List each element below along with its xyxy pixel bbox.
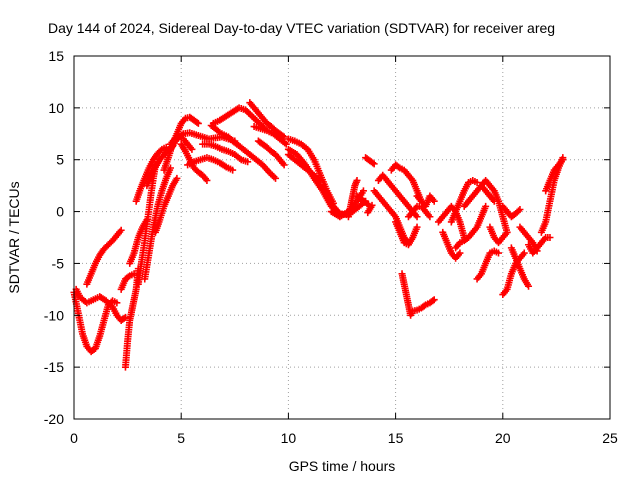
data-point [156,147,164,155]
series-arc-x [254,137,288,169]
data-point [124,273,132,281]
series-arc-aq [447,176,481,226]
data-point [495,249,503,257]
data-point [272,174,280,182]
x-tick-label: 20 [495,430,511,446]
series-arc-b [72,285,129,324]
series-arc-i [141,164,174,283]
data-point [430,197,438,205]
series-arc-d [104,226,125,249]
series-arc-j [132,143,170,205]
y-tick-label: -15 [44,359,64,375]
data-point [420,302,428,310]
x-tick-label: 15 [388,430,404,446]
data-point [193,118,201,126]
data-point [525,282,533,290]
series-arc-aw [499,202,524,221]
data-point [229,166,237,174]
series-arc-r [199,140,252,166]
y-tick-label: 10 [48,100,64,116]
series-arc-t [209,104,269,133]
data-point [359,187,367,195]
y-tick-label: 0 [56,204,64,220]
data-point [426,213,434,221]
series-arc-ba [525,234,554,257]
data-point [120,314,128,322]
data-point [173,174,181,182]
data-point [456,249,464,257]
data-point [516,205,524,213]
series-arc-c [83,241,112,288]
series-arc-ag [364,201,376,217]
series-arc-af [362,154,378,168]
y-tick-label: -10 [44,307,64,323]
data-point [546,234,554,241]
series-arc-l [151,174,181,236]
data-point [282,140,290,148]
series-arc-ay [507,244,533,290]
series-arc-am [413,192,438,210]
series-arc-ap [439,228,464,262]
series-arc-ad [344,176,361,221]
data-point [121,313,129,321]
y-tick-label: -5 [52,255,65,271]
data-point [214,127,222,135]
x-tick-label: 25 [602,430,618,446]
series-arc-bc [542,156,567,195]
series-arc-ar [452,202,490,252]
x-tick-label: 0 [70,430,78,446]
x-tick-label: 5 [177,430,185,446]
axis-layer: 0 5 10 15 20 25 -20 -15 -10 -5 0 5 10 15 [44,48,618,446]
chart-title: Day 144 of 2024, Sidereal Day-to-day VTE… [48,20,555,36]
data-point [394,163,402,171]
series-arc-f [121,265,142,371]
data-point [353,176,361,184]
data-point [413,213,421,221]
data-point [370,160,378,168]
data-point [515,207,523,215]
series-arc-at [473,247,503,283]
data-point [194,119,202,127]
data-point [368,201,376,209]
data-point [429,297,437,305]
data-point [430,296,438,304]
data-point [117,226,125,234]
y-axis-label: SDTVAR / TECUs [6,181,22,293]
series-arc-as [460,182,498,210]
y-tick-label: 15 [48,48,64,64]
data-point [188,145,196,153]
series-arc-o [166,133,196,153]
series-arc-u [233,140,280,182]
data-layer [70,99,567,371]
series-arc-an [398,270,438,319]
series-arc-w [250,123,290,148]
data-point [413,223,421,231]
series-arc-y [284,135,337,207]
y-tick-label: 5 [56,152,64,168]
data-point [203,176,211,184]
data-point [520,249,528,257]
series-arc-v [246,99,288,141]
y-tick-label: -20 [44,411,64,427]
x-tick-label: 10 [281,430,297,446]
series-arc-ak [392,218,421,249]
data-point [113,299,121,307]
data-point [280,161,288,169]
plot-frame [73,55,611,420]
data-point [559,156,567,164]
series-arc-av [486,223,511,247]
data-point [473,179,481,187]
data-point [369,159,377,167]
data-point [482,202,490,210]
x-axis-label: GPS time / hours [289,458,396,474]
data-point [244,158,252,166]
data-point [503,228,511,236]
series-arc-q [184,154,237,174]
